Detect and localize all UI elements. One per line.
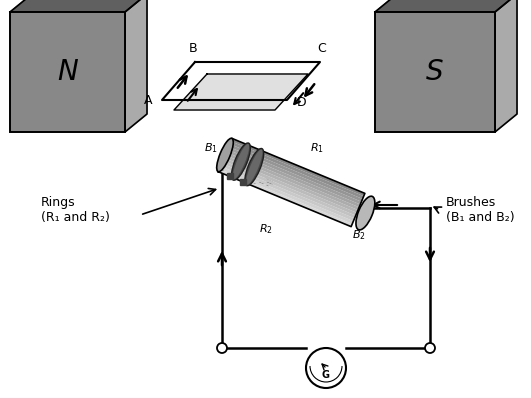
- Text: C: C: [318, 42, 327, 55]
- Text: $R_2$: $R_2$: [259, 222, 273, 236]
- Polygon shape: [219, 166, 354, 224]
- Polygon shape: [125, 0, 147, 132]
- Polygon shape: [218, 169, 352, 226]
- Text: S: S: [426, 58, 444, 86]
- Ellipse shape: [356, 196, 375, 230]
- Ellipse shape: [217, 138, 233, 172]
- Circle shape: [217, 343, 227, 353]
- Text: G: G: [322, 370, 330, 380]
- Polygon shape: [10, 0, 147, 12]
- Polygon shape: [231, 139, 365, 196]
- Text: N: N: [57, 58, 78, 86]
- Polygon shape: [241, 179, 246, 185]
- Text: D: D: [297, 96, 306, 109]
- Text: Rings
(R₁ and R₂): Rings (R₁ and R₂): [40, 196, 109, 224]
- Polygon shape: [226, 150, 361, 207]
- Bar: [10, 12, 125, 132]
- Text: B: B: [189, 42, 198, 55]
- Ellipse shape: [233, 144, 249, 179]
- Polygon shape: [229, 141, 364, 199]
- Ellipse shape: [245, 148, 264, 186]
- Polygon shape: [222, 158, 357, 216]
- Polygon shape: [224, 155, 358, 213]
- Text: A: A: [143, 94, 152, 107]
- Ellipse shape: [232, 143, 251, 180]
- Circle shape: [306, 348, 346, 388]
- Polygon shape: [162, 62, 320, 100]
- Text: $B_1$: $B_1$: [204, 141, 218, 155]
- Text: $B_2$: $B_2$: [352, 228, 366, 242]
- Circle shape: [425, 343, 435, 353]
- Polygon shape: [225, 152, 359, 210]
- Ellipse shape: [246, 150, 262, 185]
- Polygon shape: [375, 0, 517, 12]
- Text: Brushes
(B₁ and B₂): Brushes (B₁ and B₂): [446, 196, 515, 224]
- Bar: [375, 12, 495, 132]
- Polygon shape: [227, 147, 362, 205]
- Polygon shape: [227, 173, 233, 179]
- Polygon shape: [495, 0, 517, 132]
- Polygon shape: [221, 160, 356, 219]
- Text: $R_1$: $R_1$: [310, 141, 324, 155]
- Polygon shape: [174, 74, 308, 110]
- Polygon shape: [220, 163, 355, 221]
- Polygon shape: [228, 144, 363, 202]
